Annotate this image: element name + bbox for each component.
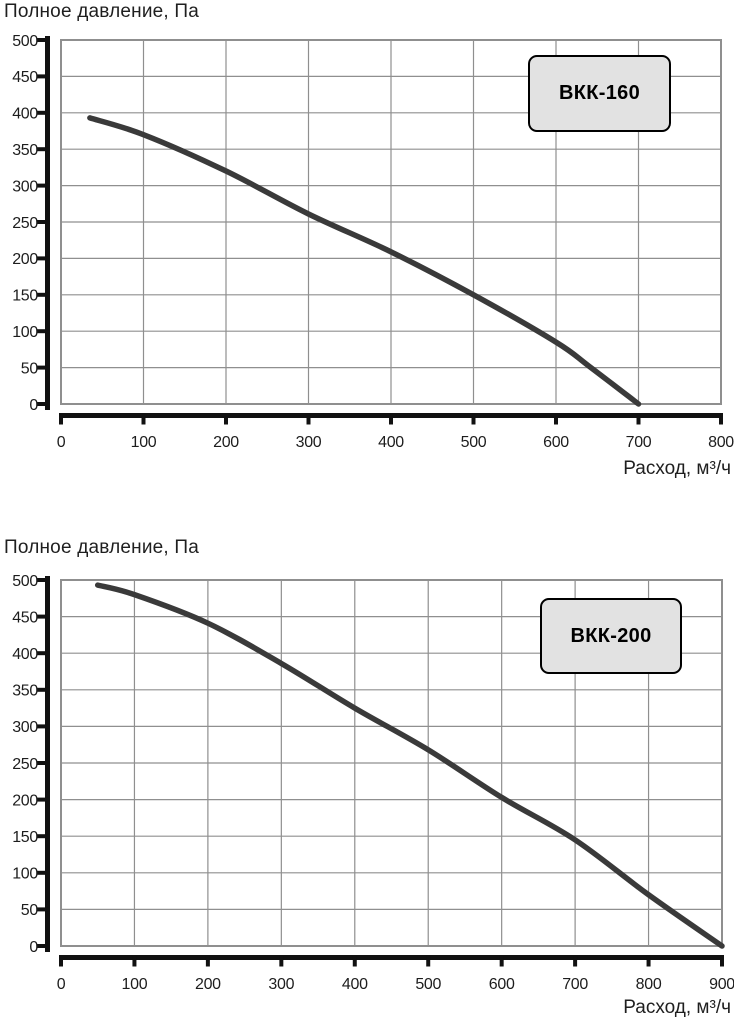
x-tick-label: 300 [296,434,322,451]
x-tick-label: 200 [195,976,221,993]
x-tick-label: 600 [489,976,515,993]
x-tick-label: 400 [378,434,404,451]
y-tick-label: 300 [12,178,38,195]
x-tick-label: 600 [543,434,569,451]
y-tick-label: 350 [12,683,38,700]
y-tick-label: 250 [12,756,38,773]
x-tick-label: 500 [415,976,441,993]
x-axis-label: Расход, м³/ч [623,458,731,479]
x-tick-label: 400 [342,976,368,993]
y-axis: 0 50 100 150 200 250 300 350 400 450 500 [12,573,50,956]
x-tick-label: 700 [626,434,652,451]
y-tick-label: 250 [12,215,38,232]
series-label: ВКК-160 [559,82,640,104]
x-axis: 0 100 200 300 400 500 600 700 800 900 [57,955,734,993]
chart-bkk-160: Полное давление, Па 0 50 100 150 200 250 300 35… [0,0,734,500]
legend-box: ВКК-160 [528,55,671,132]
chart-title: Полное давление, Па [4,537,200,558]
y-tick-label: 450 [12,69,38,86]
y-tick-label: 400 [12,646,38,663]
legend-box: ВКК-200 [540,598,682,674]
x-tick-label: 0 [57,434,66,451]
y-tick-label: 0 [29,939,38,956]
x-tick-label: 300 [268,976,294,993]
fan-curve [87,115,642,407]
plot-svg: 0 50 100 150 200 250 300 350 400 450 500 0 100 200 300… [12,33,734,451]
plot-border [60,579,723,947]
y-tick-label: 100 [12,324,38,341]
x-tick-label: 800 [636,976,662,993]
y-tick-label: 200 [12,792,38,809]
y-tick-label: 150 [12,829,38,846]
x-tick-label: 700 [562,976,588,993]
y-tick-label: 150 [12,288,38,305]
plot-svg: 0 50 100 150 200 250 300 350 400 450 500 0 100 200 300… [12,573,734,993]
y-tick-label: 500 [12,573,38,590]
x-tick-label: 0 [57,976,66,993]
x-tick-label: 100 [131,434,157,451]
x-tick-label: 500 [461,434,487,451]
y-axis: 0 50 100 150 200 250 300 350 400 450 500 [12,33,50,414]
fan-curve [94,582,725,949]
x-tick-label: 800 [708,434,734,451]
y-tick-label: 500 [12,33,38,50]
series-label: ВКК-200 [570,624,652,647]
x-tick-label: 200 [213,434,239,451]
x-axis-label: Расход, м³/ч [623,997,731,1018]
y-tick-label: 300 [12,719,38,736]
y-tick-label: 400 [12,106,38,123]
y-tick-label: 200 [12,251,38,268]
x-tick-label: 900 [709,976,734,993]
x-tick-label: 100 [122,976,148,993]
chart-bkk-200: Полное давление, Па 0 50 100 150 200 250 300 35… [0,500,734,1024]
x-axis: 0 100 200 300 400 500 600 700 800 [57,413,734,451]
y-tick-label: 50 [21,360,39,377]
y-tick-label: 50 [21,902,39,919]
y-tick-label: 100 [12,866,38,883]
plot-border [60,39,722,405]
y-tick-label: 0 [29,397,38,414]
y-tick-label: 350 [12,142,38,159]
y-tick-label: 450 [12,609,38,626]
chart-title: Полное давление, Па [4,1,200,22]
